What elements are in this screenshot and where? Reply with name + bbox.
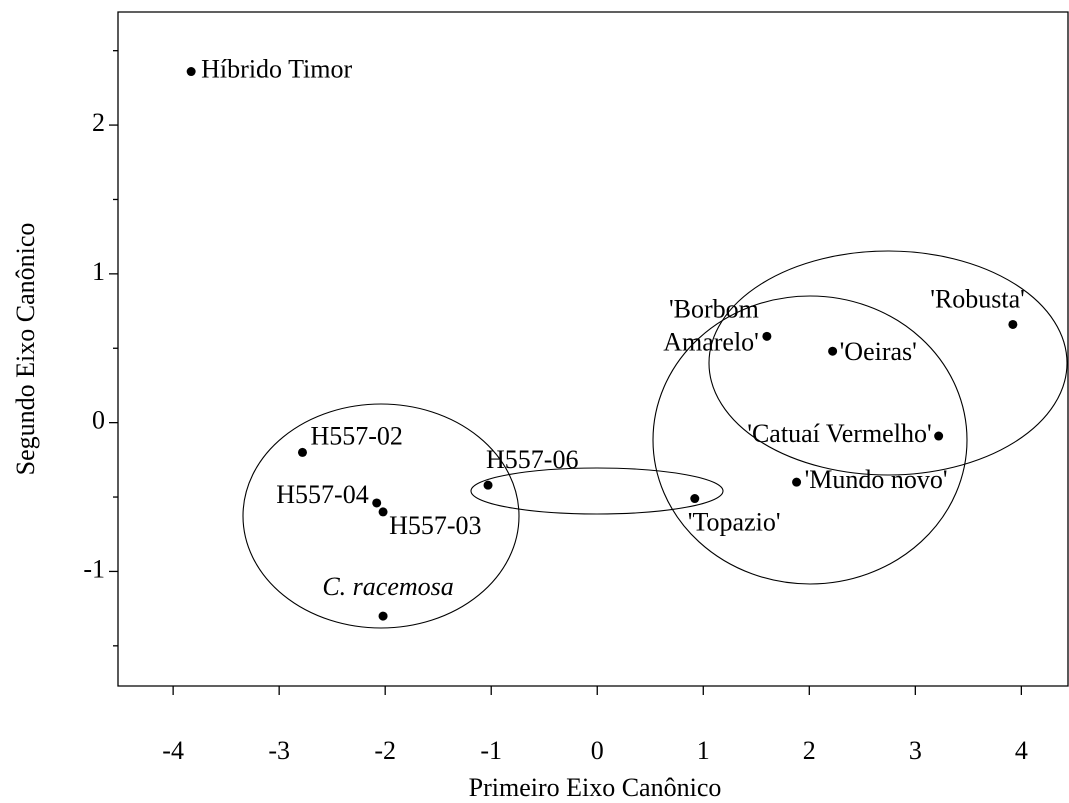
- point-label: H557-04: [276, 480, 368, 509]
- point: [378, 507, 388, 517]
- point: [186, 67, 196, 77]
- point-label: 'Robusta': [930, 284, 1025, 313]
- group-ellipse: [470, 467, 724, 515]
- point-label: 'Mundo novo': [805, 465, 948, 494]
- point-label: C. racemosa: [322, 572, 453, 601]
- x-tick-label: -3: [268, 736, 290, 765]
- y-tick-label: -1: [83, 554, 105, 583]
- point: [297, 447, 307, 457]
- x-tick-label: -1: [480, 736, 502, 765]
- point-label: Híbrido Timor: [201, 54, 352, 83]
- point: [372, 498, 382, 508]
- group-ellipse: [652, 295, 968, 585]
- y-tick-label: 1: [92, 257, 105, 286]
- group-ellipse: [242, 403, 520, 629]
- point-label: H557-02: [310, 421, 402, 450]
- point: [378, 611, 388, 621]
- x-axis-title: Primeiro Eixo Canônico: [469, 773, 722, 802]
- x-tick-label: 4: [1015, 736, 1028, 765]
- x-tick-label: 1: [697, 736, 710, 765]
- group-ellipse: [708, 250, 1068, 476]
- point: [1008, 319, 1018, 329]
- y-tick-label: 2: [92, 108, 105, 137]
- point: [792, 477, 802, 487]
- point-label: H557-03: [389, 511, 481, 540]
- x-tick-label: 3: [909, 736, 922, 765]
- x-tick-label: -2: [374, 736, 396, 765]
- y-tick-label: 0: [92, 406, 105, 435]
- point: [934, 431, 944, 441]
- y-axis-title: Segundo Eixo Canônico: [11, 223, 40, 476]
- x-tick-label: -4: [162, 736, 184, 765]
- point: [690, 494, 700, 504]
- point: [762, 331, 772, 341]
- x-tick-label: 2: [803, 736, 816, 765]
- point-label: 'Catuaí Vermelho': [747, 419, 931, 448]
- point-label: 'Oeiras': [840, 337, 917, 366]
- point: [828, 346, 838, 356]
- point-label: 'Borbom Amarelo': [663, 294, 759, 356]
- point-label: 'Topazio': [688, 507, 781, 536]
- plot-frame: [117, 11, 1069, 687]
- x-tick-label: 0: [591, 736, 604, 765]
- point: [483, 480, 493, 490]
- point-label: H557-06: [486, 445, 578, 474]
